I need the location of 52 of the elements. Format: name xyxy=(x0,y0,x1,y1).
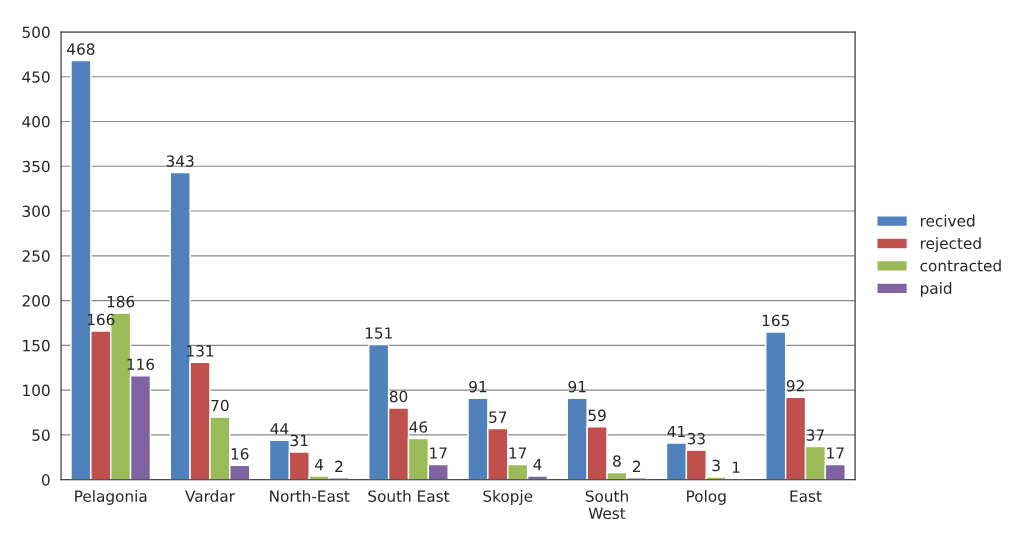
data-label: 31 xyxy=(290,434,308,447)
data-label: 41 xyxy=(667,425,685,438)
x-tick-label: Skopje xyxy=(483,490,533,505)
data-label: 33 xyxy=(687,432,705,445)
data-label: 186 xyxy=(107,295,135,308)
x-tick-label: Polog xyxy=(687,490,726,505)
data-label: 17 xyxy=(509,447,527,459)
legend-label: paid xyxy=(920,282,952,297)
y-tick-label: 100 xyxy=(23,384,50,397)
data-label: 91 xyxy=(568,380,586,393)
data-label: 80 xyxy=(389,390,408,403)
y-tick-label: 400 xyxy=(22,115,50,128)
data-label: 17 xyxy=(827,447,844,459)
data-label: 57 xyxy=(489,411,507,423)
x-tick-label: South West xyxy=(585,490,628,520)
y-tick-label: 0 xyxy=(41,474,50,486)
data-label: 70 xyxy=(211,399,229,412)
data-label: 165 xyxy=(762,314,789,327)
data-label: 59 xyxy=(588,409,606,422)
x-tick-label: Pelagonia xyxy=(75,490,147,505)
y-tick-label: 250 xyxy=(22,250,50,262)
legend-label: recived xyxy=(920,214,975,227)
legend-label: rejected xyxy=(920,237,981,253)
data-label: 17 xyxy=(430,447,447,459)
y-tick-label: 150 xyxy=(23,339,50,352)
data-label: 4 xyxy=(315,459,324,471)
data-label: 8 xyxy=(613,455,621,467)
data-label: 151 xyxy=(365,327,392,339)
data-label: 3 xyxy=(712,459,720,472)
data-label: 91 xyxy=(469,380,487,393)
data-label: 2 xyxy=(335,460,343,472)
y-tick-label: 300 xyxy=(22,205,50,218)
x-tick-label: North-East xyxy=(270,490,350,502)
data-label: 37 xyxy=(806,429,824,441)
y-tick-label: 500 xyxy=(22,26,50,38)
x-tick-label: Vardar xyxy=(185,490,235,502)
y-tick-label: 200 xyxy=(22,295,50,307)
y-tick-label: 450 xyxy=(22,71,50,83)
data-label: 2 xyxy=(633,460,641,472)
data-label: 4 xyxy=(533,459,542,471)
data-label: 1 xyxy=(732,461,740,473)
x-tick-label: East xyxy=(790,490,822,502)
y-tick-label: 50 xyxy=(32,429,50,441)
x-tick-label: South East xyxy=(368,490,450,502)
data-label: 46 xyxy=(409,421,428,433)
data-label: 92 xyxy=(786,380,804,392)
data-label: 16 xyxy=(231,448,249,460)
data-label: 468 xyxy=(67,43,95,55)
data-label: 343 xyxy=(166,155,194,167)
data-label: 44 xyxy=(270,423,289,435)
legend-label: contracted xyxy=(920,259,1001,272)
y-tick-label: 350 xyxy=(22,160,50,173)
